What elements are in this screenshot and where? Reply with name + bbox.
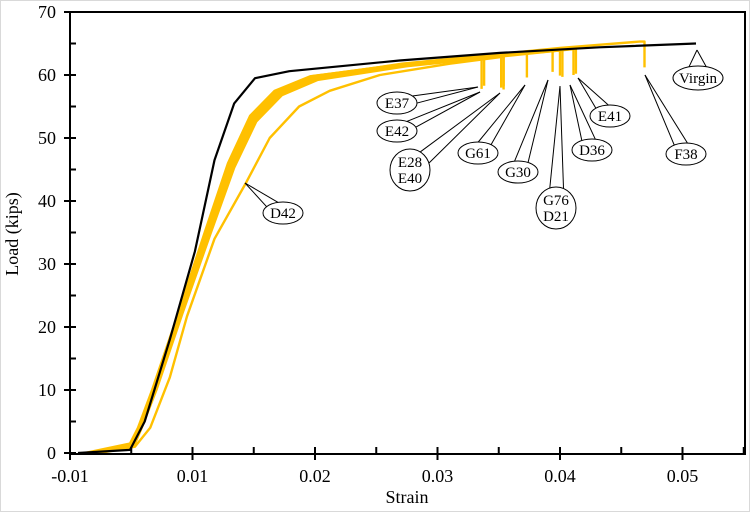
callout-bubble — [665, 142, 707, 166]
callout-e42: E42 — [376, 91, 481, 143]
callout-label: G61 — [465, 146, 491, 162]
callout-pointer — [569, 84, 583, 141]
callout-label: E28 — [398, 155, 422, 171]
callout-pointer — [527, 79, 549, 163]
axis-ticks: 0 10 20 30 40 50 60 70 -0.01 0.01 0.02 0.03 0.04 0.05 — [38, 2, 745, 486]
callout-e41: E41 — [577, 77, 631, 128]
callout-bubble — [589, 104, 631, 128]
callout-g30: G30 — [497, 79, 549, 184]
callout-pointer — [559, 85, 565, 189]
callout-pointer — [549, 85, 561, 189]
callout-label: F38 — [674, 147, 697, 163]
callout-bubble — [535, 186, 577, 230]
callout-pointer — [577, 77, 609, 106]
y-tick-label: 70 — [38, 2, 56, 22]
callout-label: E40 — [398, 171, 422, 187]
callout-label: E37 — [385, 96, 410, 112]
callout-pointer — [577, 77, 597, 109]
callout-label: D36 — [579, 143, 605, 159]
callout-f38: F38 — [644, 74, 707, 166]
callout-pointer — [514, 79, 549, 162]
callout-label: G30 — [505, 165, 531, 181]
series-line-virgin — [77, 42, 697, 455]
y-tick-label: 30 — [38, 254, 56, 274]
callout-pointer — [416, 86, 479, 104]
series-layer — [77, 40, 697, 455]
y-tick-label: 60 — [38, 65, 56, 85]
y-tick-label: 40 — [38, 191, 56, 211]
callout-d42: D42 — [244, 182, 304, 225]
callout-pointer — [244, 182, 279, 203]
callout-pointer — [644, 74, 688, 144]
series-line-d42 — [99, 55, 505, 455]
plot-border — [69, 11, 746, 455]
callout-bubble — [672, 65, 724, 91]
callout-pointer — [490, 84, 526, 145]
callout-pointer — [412, 86, 479, 97]
callout-label: D42 — [270, 206, 296, 222]
callout-pointer — [419, 92, 501, 153]
x-tick-label: 0.04 — [544, 466, 576, 486]
callout-bubble — [262, 201, 304, 225]
callout-d36: D36 — [569, 84, 613, 162]
callout-label: E42 — [385, 124, 409, 140]
callout-virgin: Virgin — [672, 49, 724, 91]
y-tick-label: 50 — [38, 128, 56, 148]
callout-pointer — [696, 49, 707, 67]
callout-label: Virgin — [679, 71, 717, 87]
x-tick-label: -0.01 — [51, 466, 89, 486]
callout-bubble — [389, 148, 431, 192]
callout-bubble — [457, 141, 499, 165]
series-line-d36 — [88, 48, 575, 455]
y-tick-label: 0 — [47, 443, 56, 463]
series-line-g30 — [91, 49, 554, 455]
y-tick-label: 20 — [38, 317, 56, 337]
x-tick-label: 0.05 — [667, 466, 699, 486]
x-tick-label: 0.02 — [299, 466, 331, 486]
series-line-e42 — [88, 55, 486, 455]
callout-e37: E37 — [376, 86, 479, 115]
series-line-g76 — [85, 48, 564, 455]
x-tick-label: 0.01 — [177, 466, 209, 486]
annotations: E37E42E28E40G61G30G76D21D36E41F38VirginD… — [244, 49, 724, 230]
callout-pointer — [644, 74, 675, 146]
y-axis-title: Load (kips) — [2, 192, 23, 275]
callout-pointer — [406, 91, 481, 122]
x-tick-label: 0.03 — [422, 466, 454, 486]
series-line-f38 — [88, 40, 646, 455]
callout-label: G76 — [543, 193, 569, 209]
callout-label: D21 — [543, 209, 569, 225]
callout-pointer — [569, 84, 596, 140]
callout-pointer — [415, 91, 481, 128]
y-tick-label: 10 — [38, 380, 56, 400]
callout-bubble — [497, 160, 539, 184]
callout-bubble — [376, 91, 418, 115]
callout-g61: G61 — [457, 84, 526, 165]
callout-bubble — [376, 119, 418, 143]
callout-bubble — [571, 138, 613, 162]
callout-pointer — [244, 182, 268, 208]
callout-pointer — [477, 84, 526, 143]
callout-pointer — [428, 92, 501, 164]
x-axis-title: Strain — [386, 487, 429, 507]
callout-label: E41 — [598, 109, 622, 125]
callout-pointer — [688, 49, 698, 68]
